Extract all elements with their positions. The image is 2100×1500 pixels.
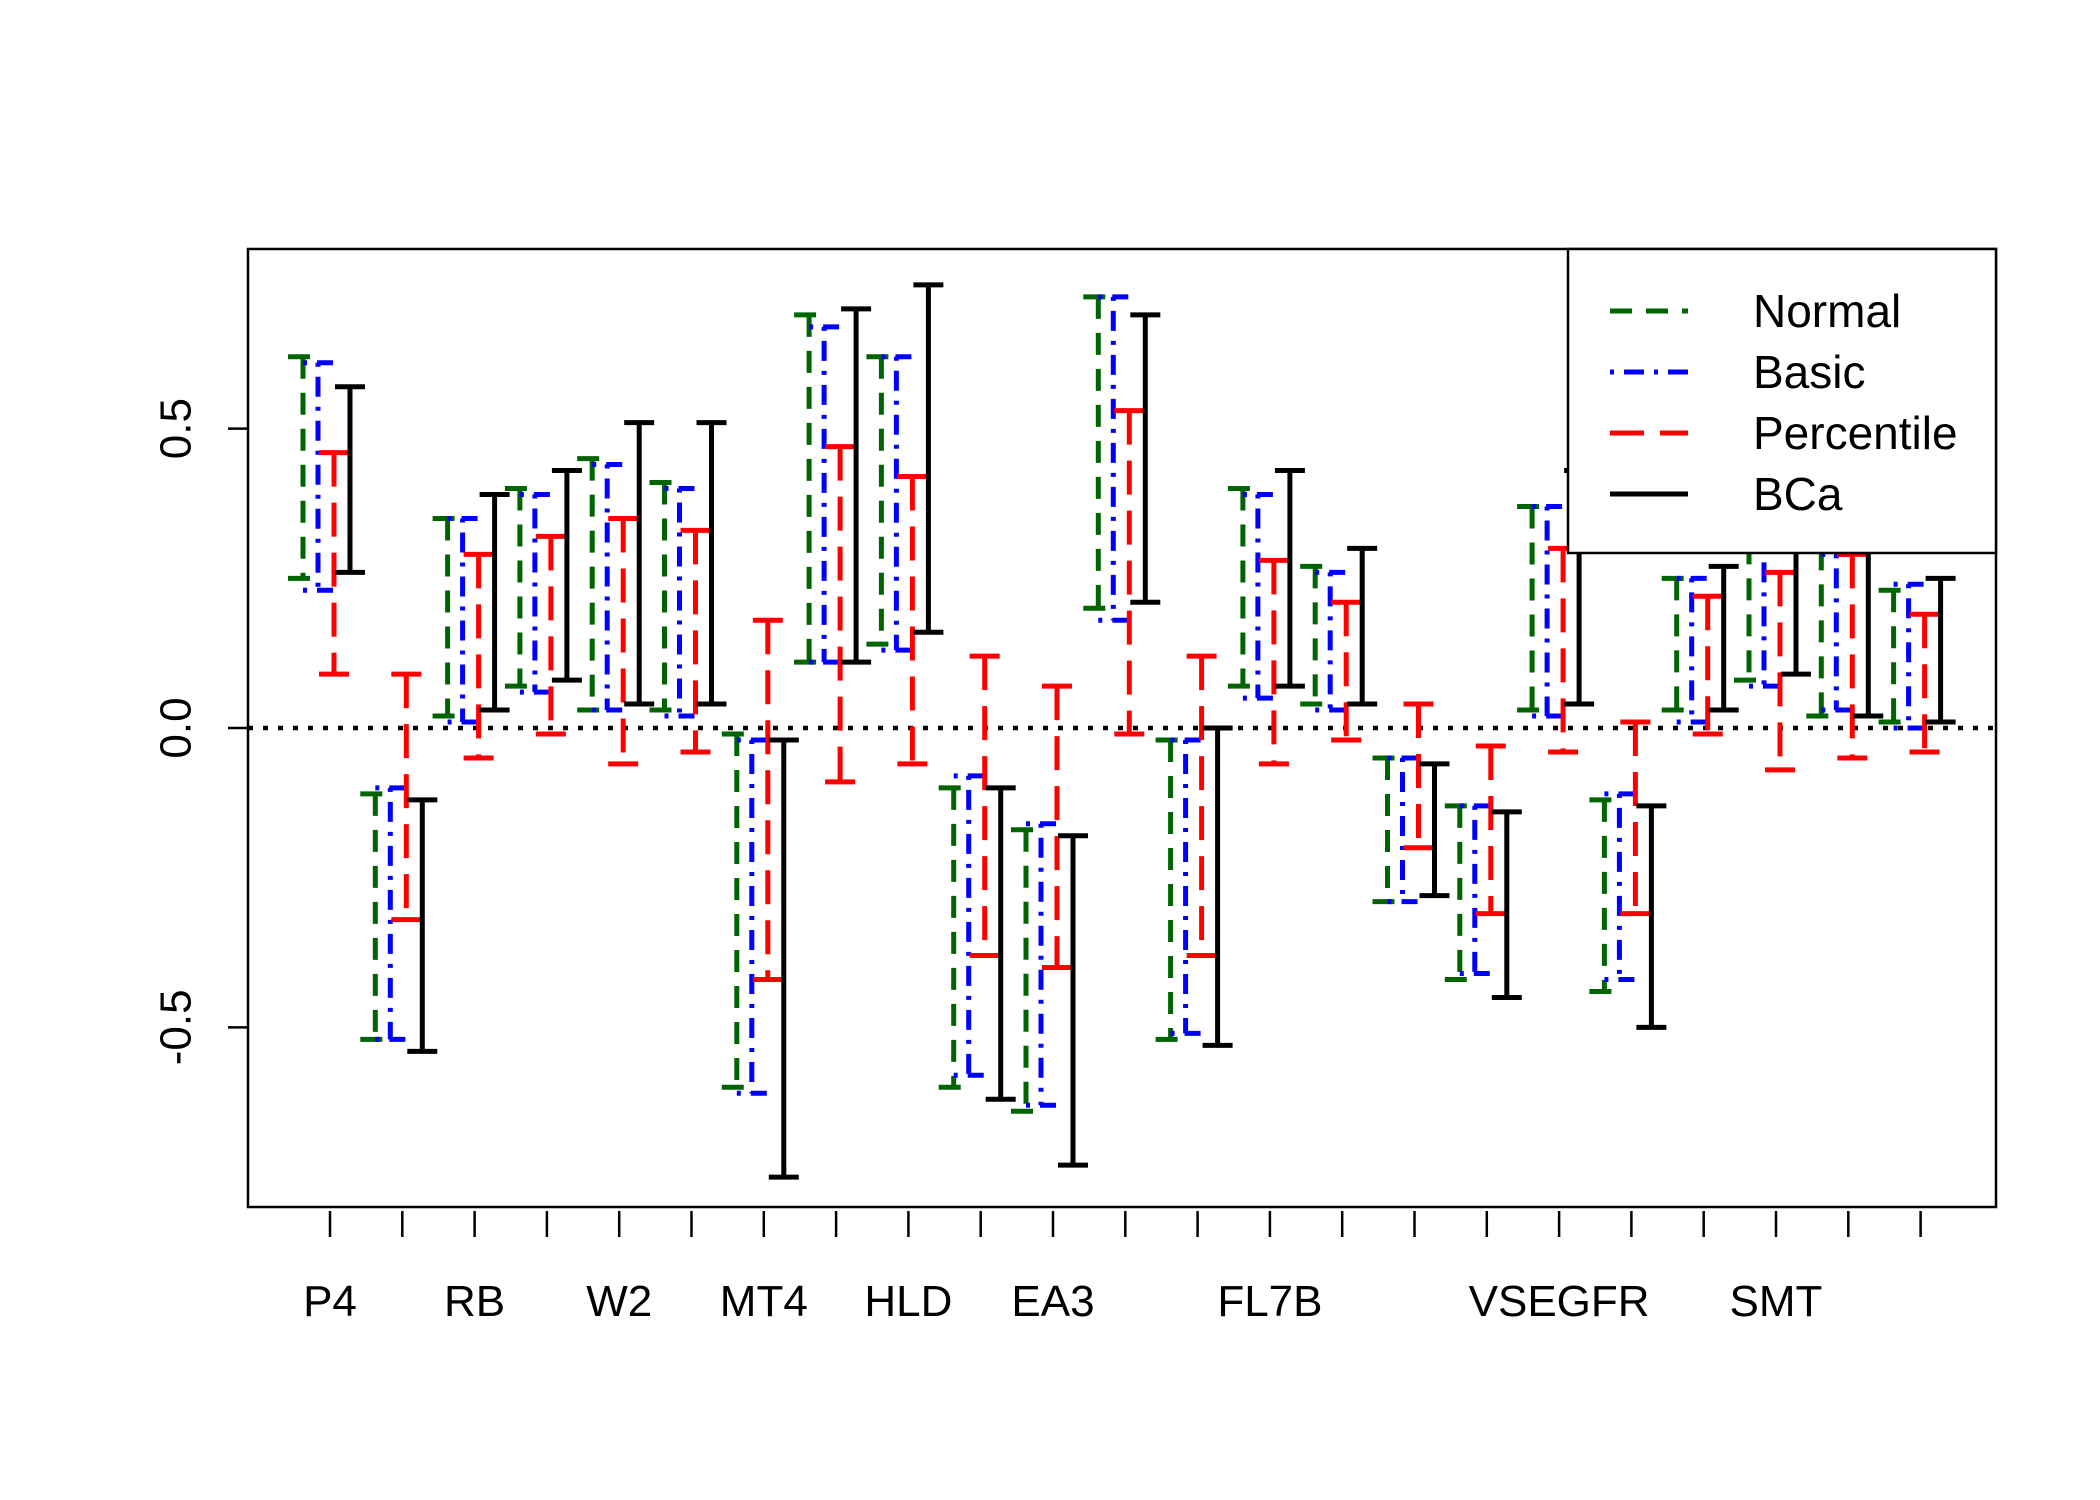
interval-basic-6 xyxy=(664,486,695,719)
interval-percentile-16 xyxy=(1403,701,1434,851)
interval-basic-7 xyxy=(736,737,767,1096)
interval-normal-23 xyxy=(1878,587,1909,725)
series-basic xyxy=(303,294,1924,1108)
interval-normal-7 xyxy=(721,731,752,1090)
interval-bca-13 xyxy=(1202,725,1233,1048)
interval-basic-12 xyxy=(1098,294,1129,623)
interval-basic-13 xyxy=(1170,737,1201,1036)
interval-normal-15 xyxy=(1300,563,1331,707)
series-bca xyxy=(335,282,1956,1180)
interval-percentile-17 xyxy=(1475,743,1506,917)
interval-percentile-9 xyxy=(897,474,928,767)
interval-percentile-12 xyxy=(1114,408,1145,737)
y-tick-label: -0.5 xyxy=(152,989,201,1065)
interval-percentile-4 xyxy=(535,533,566,737)
y-tick-label: 0.5 xyxy=(152,398,201,459)
interval-basic-10 xyxy=(953,773,984,1078)
interval-normal-11 xyxy=(1011,827,1041,1114)
interval-bca-15 xyxy=(1347,545,1378,707)
interval-percentile-10 xyxy=(969,653,1000,959)
interval-basic-2 xyxy=(375,785,406,1042)
interval-percentile-21 xyxy=(1765,569,1795,773)
interval-basic-4 xyxy=(519,491,550,695)
x-tick-label: HLD xyxy=(864,1277,952,1326)
interval-basic-19 xyxy=(1604,791,1635,982)
interval-basic-17 xyxy=(1459,803,1490,976)
x-tick-label: MT4 xyxy=(720,1277,808,1326)
interval-bca-16 xyxy=(1419,761,1450,899)
interval-basic-9 xyxy=(881,354,912,653)
x-tick-label: FL7B xyxy=(1217,1277,1322,1326)
interval-percentile-19 xyxy=(1620,719,1651,917)
interval-percentile-23 xyxy=(1909,611,1940,755)
interval-bca-9 xyxy=(913,282,944,635)
interval-bca-19 xyxy=(1636,803,1667,1030)
interval-percentile-7 xyxy=(752,617,783,982)
x-tick-label: EA3 xyxy=(1011,1277,1094,1326)
series-layer xyxy=(288,282,1956,1180)
interval-basic-3 xyxy=(447,515,478,725)
interval-bca-7 xyxy=(768,737,799,1180)
interval-basic-23 xyxy=(1893,581,1924,731)
axes-layer: -0.5 0.0 0.5 P4 RB W2 MT4 HLD EA3 FL7B VSEGFR SMT xyxy=(152,247,1998,1326)
interval-basic-1 xyxy=(303,360,333,593)
interval-percentile-13 xyxy=(1186,653,1217,959)
x-tick-label: P4 xyxy=(303,1277,357,1326)
interval-bca-2 xyxy=(407,797,438,1054)
interval-bca-3 xyxy=(479,491,510,713)
legend-label: BCa xyxy=(1753,468,1843,520)
interval-percentile-22 xyxy=(1837,551,1868,761)
interval-basic-16 xyxy=(1387,755,1418,905)
interval-basic-11 xyxy=(1026,821,1056,1108)
interval-basic-15 xyxy=(1315,569,1346,713)
y-tick-label: 0.0 xyxy=(152,697,201,758)
legend: Normal Basic Percentile BCa xyxy=(1566,247,1998,555)
interval-percentile-3 xyxy=(463,551,494,761)
interval-bca-6 xyxy=(696,420,727,707)
interval-bca-4 xyxy=(551,468,582,683)
interval-normal-4 xyxy=(504,486,535,689)
interval-percentile-11 xyxy=(1042,683,1072,970)
interval-percentile-15 xyxy=(1331,599,1362,743)
legend-box xyxy=(1566,247,1998,555)
interval-percentile-14 xyxy=(1258,557,1289,767)
x-tick-label: VSEGFR xyxy=(1469,1277,1650,1326)
legend-label: Percentile xyxy=(1753,407,1958,459)
interval-percentile-8 xyxy=(825,444,856,785)
interval-basic-5 xyxy=(592,462,623,713)
interval-bca-11 xyxy=(1058,833,1088,1168)
interval-bca-12 xyxy=(1130,312,1161,605)
interval-bca-5 xyxy=(624,420,655,707)
interval-normal-6 xyxy=(649,480,680,713)
legend-label: Normal xyxy=(1753,285,1901,337)
interval-basic-8 xyxy=(809,324,840,665)
interval-bca-20 xyxy=(1708,563,1739,713)
interval-percentile-1 xyxy=(319,450,349,677)
interval-basic-14 xyxy=(1242,491,1273,701)
interval-percentile-5 xyxy=(608,515,639,767)
interval-bca-14 xyxy=(1274,468,1305,689)
x-tick-label: RB xyxy=(444,1277,505,1326)
series-percentile xyxy=(319,408,1940,982)
interval-percentile-6 xyxy=(680,527,711,755)
interval-normal-1 xyxy=(288,354,318,581)
interval-normal-19 xyxy=(1589,797,1620,994)
interval-bca-1 xyxy=(335,384,365,575)
interval-percentile-20 xyxy=(1692,593,1723,737)
interval-normal-14 xyxy=(1227,486,1258,689)
interval-bca-17 xyxy=(1491,809,1522,1000)
interval-basic-20 xyxy=(1676,575,1707,725)
interval-bca-10 xyxy=(985,785,1016,1102)
x-tick-label: W2 xyxy=(586,1277,652,1326)
interval-bca-8 xyxy=(841,306,872,665)
legend-label: Basic xyxy=(1753,346,1865,398)
interval-normal-10 xyxy=(938,785,969,1090)
interval-basic-18 xyxy=(1532,503,1563,719)
interval-percentile-2 xyxy=(391,671,422,923)
x-tick-label: SMT xyxy=(1730,1277,1823,1326)
interval-bca-23 xyxy=(1925,575,1956,725)
